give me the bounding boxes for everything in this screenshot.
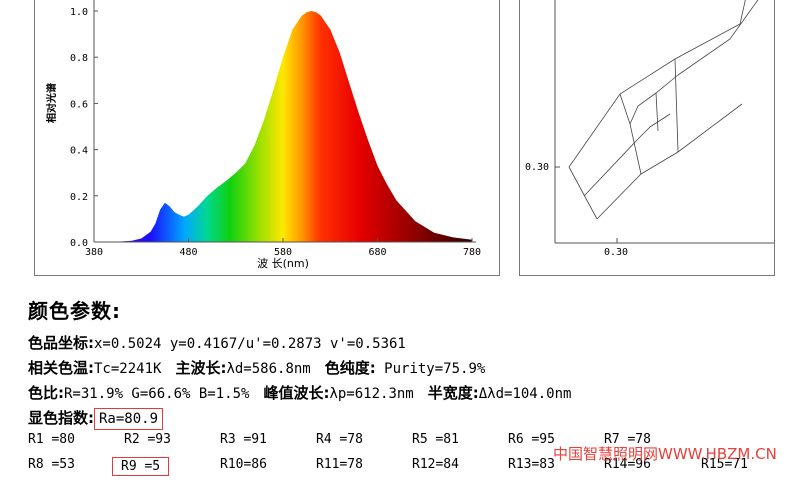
half-width-value: Δλd=104.0nm	[478, 386, 572, 402]
cri-r-value: R9 =5	[112, 457, 170, 476]
cri-row: 显色指数: Ra=80.9	[28, 407, 164, 430]
cri-r-value: R8 =53	[28, 457, 75, 472]
y-tick-label: 1.0	[70, 7, 88, 18]
purity-label: 色纯度:	[324, 359, 376, 377]
color-ratio-value: R=31.9% G=66.6% B=1.5%	[64, 386, 250, 402]
x-axis-label: 波 长(nm)	[257, 257, 309, 270]
spectrum-chart: 0.0 0.2 0.4 0.6 0.8 1.0 380 480 580 680 780 相对光谱 波…	[45, 0, 481, 270]
half-width-label: 半宽度:	[427, 384, 479, 402]
purity-value: Purity=75.9%	[375, 361, 486, 377]
cie-x-tick-label: 0.30	[604, 247, 628, 258]
isotemperature-grid	[568, 0, 759, 220]
cri-r-value: R14=96	[604, 457, 651, 472]
spectrum-chart-panel: 0.0 0.2 0.4 0.6 0.8 1.0 380 480 580 680 780 相对光谱 波…	[34, 0, 500, 276]
x-tick-label: 380	[85, 247, 103, 258]
chromaticity-coordinates-row: 色品坐标:x=0.5024 y=0.4167/u'=0.2873 v'=0.53…	[28, 332, 406, 353]
cri-r-value: R1 =80	[28, 432, 75, 447]
cri-r-value: R12=84	[412, 457, 459, 472]
x-tick-label: 480	[179, 247, 197, 258]
y-tick-label: 0.2	[70, 192, 88, 203]
chromaticity-diagram: 0.30 0.30	[525, 0, 774, 258]
x-tick-label: 580	[274, 247, 292, 258]
cri-r-value: R15=71	[701, 457, 748, 472]
cri-label: 显色指数:	[28, 409, 94, 427]
dominant-wavelength-value: λd=586.8nm	[226, 361, 311, 377]
y-tick-label: 0.6	[70, 99, 88, 110]
cri-r-value: R13=83	[508, 457, 555, 472]
peak-wavelength-label: 峰值波长:	[263, 384, 330, 402]
y-tick-label: 0.0	[70, 238, 88, 249]
y-axis-label: 相对光谱	[45, 83, 58, 123]
cri-r-value: R4 =78	[316, 432, 363, 447]
color-ratio-label: 色比:	[28, 384, 64, 402]
y-tick-label: 0.8	[70, 53, 88, 64]
cri-r-value: R2 =93	[124, 432, 171, 447]
cri-r-value: R3 =91	[220, 432, 267, 447]
ra-value: Ra=80.9	[94, 408, 164, 430]
cct-value: Tc=2241K	[94, 361, 162, 377]
y-tick-label: 0.4	[70, 146, 88, 157]
cie-y-tick-label: 0.30	[525, 162, 549, 173]
chromaticity-value: x=0.5024 y=0.4167/u'=0.2873 v'=0.5361	[94, 336, 406, 352]
peak-wavelength-value: λp=612.3nm	[329, 386, 414, 402]
watermark: 中国智慧照明网WWW.HBZM.CN	[553, 445, 777, 463]
cri-r-value: R11=78	[316, 457, 363, 472]
cri-r-value: R10=86	[220, 457, 267, 472]
cct-label: 相关色温:	[28, 359, 94, 377]
color-parameters-title: 颜色参数:	[28, 299, 121, 323]
cct-row: 相关色温:Tc=2241K 主波长:λd=586.8nm 色纯度: Purity=7…	[28, 357, 485, 378]
dominant-wavelength-label: 主波长:	[175, 359, 227, 377]
color-ratio-row: 色比:R=31.9% G=66.6% B=1.5% 峰值波长:λp=612.3nm…	[28, 382, 571, 403]
x-tick-label: 780	[463, 247, 481, 258]
chromaticity-diagram-panel: 0.30 0.30	[519, 0, 775, 276]
cri-r-value: R6 =95	[508, 432, 555, 447]
x-tick-label: 680	[368, 247, 386, 258]
cri-r-value: R5 =81	[412, 432, 459, 447]
spectrum-area	[94, 11, 472, 242]
chromaticity-label: 色品坐标:	[28, 334, 94, 352]
cri-r-value: R7 =78	[604, 432, 651, 447]
